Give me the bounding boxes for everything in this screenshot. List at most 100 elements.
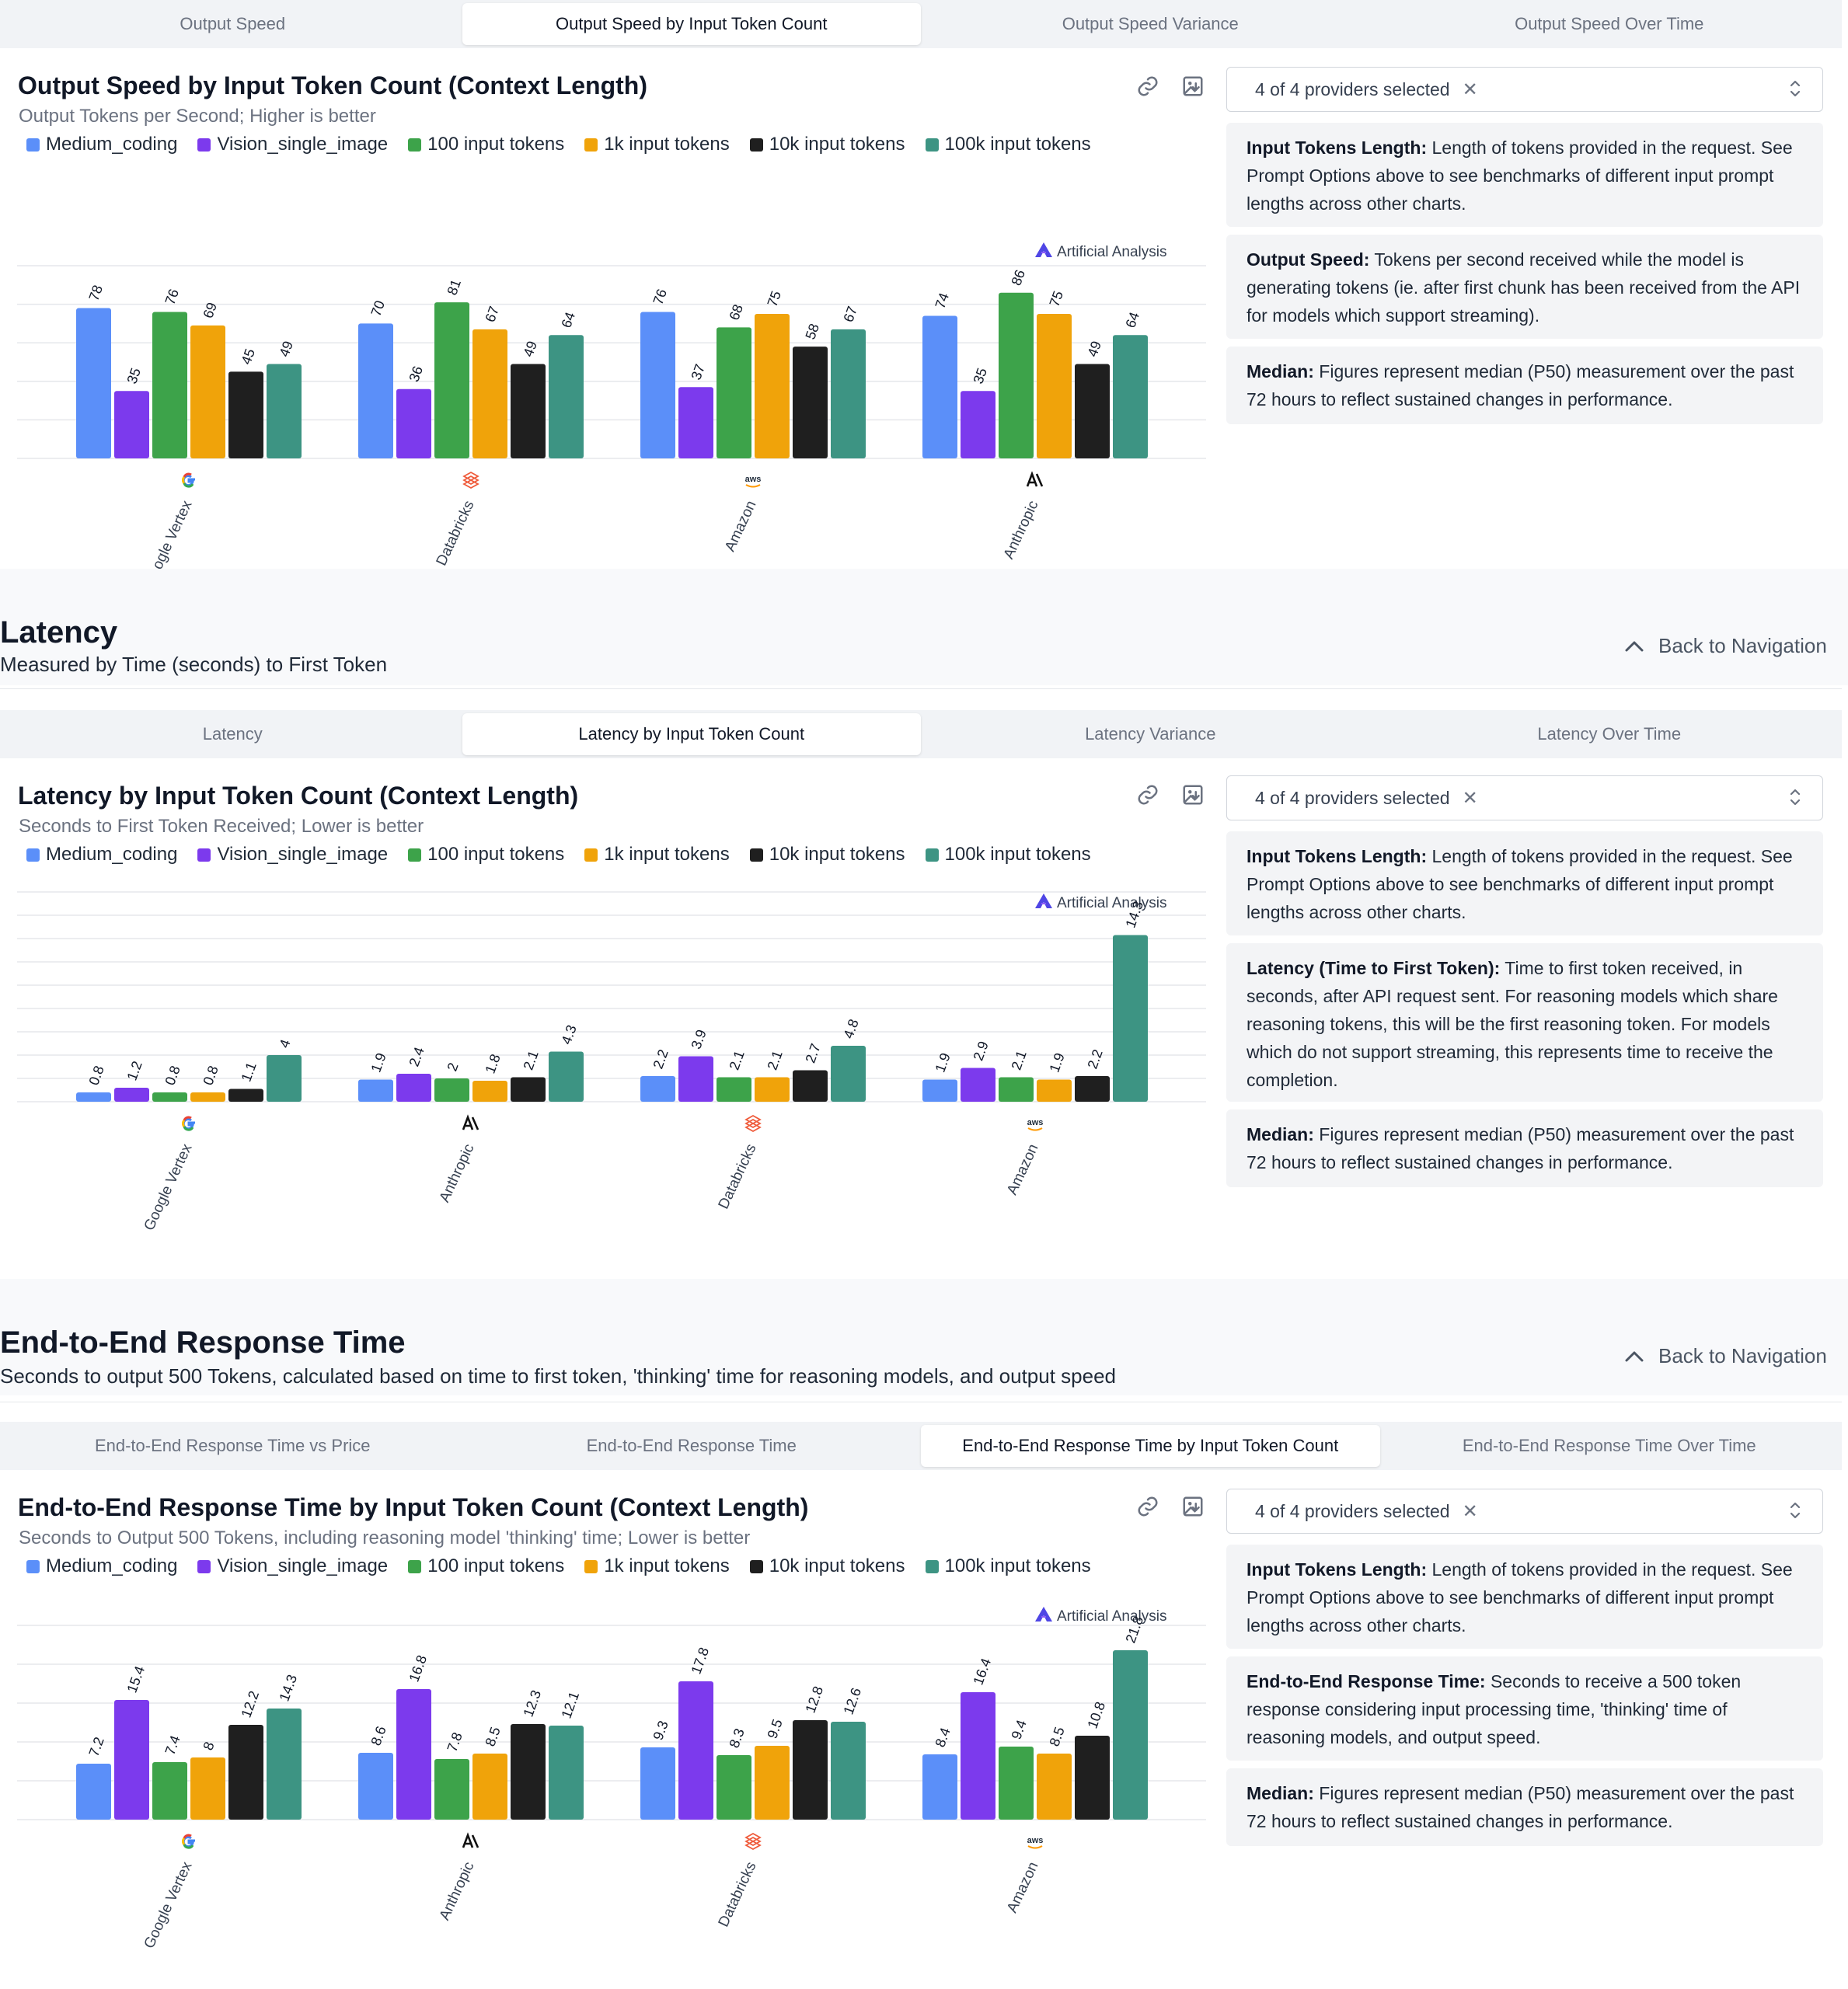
bar[interactable]: [76, 1092, 111, 1102]
bar[interactable]: [472, 329, 507, 458]
legend-item[interactable]: 100 input tokens: [408, 134, 564, 155]
bar[interactable]: [511, 1724, 546, 1820]
bar[interactable]: [793, 1720, 828, 1820]
bar[interactable]: [678, 1681, 713, 1820]
legend-item[interactable]: Vision_single_image: [197, 1555, 388, 1577]
bar[interactable]: [76, 308, 111, 458]
bar[interactable]: [434, 302, 469, 458]
bar[interactable]: [76, 1764, 111, 1820]
bar[interactable]: [1113, 335, 1148, 458]
legend-item[interactable]: 100 input tokens: [408, 1555, 564, 1577]
bar[interactable]: [831, 329, 866, 458]
legend-item[interactable]: 100k input tokens: [925, 1555, 1091, 1577]
tab-e2e-over-time[interactable]: End-to-End Response Time Over Time: [1462, 1436, 1756, 1455]
bar[interactable]: [922, 1754, 957, 1820]
bar[interactable]: [472, 1081, 507, 1102]
provider-select[interactable]: 4 of 4 providers selected ✕: [1226, 1489, 1823, 1534]
bar[interactable]: [717, 327, 751, 458]
legend-item[interactable]: 100k input tokens: [925, 134, 1091, 155]
bar[interactable]: [1113, 1650, 1148, 1820]
bar[interactable]: [549, 1726, 584, 1820]
bar[interactable]: [358, 1753, 393, 1820]
link-icon[interactable]: [1135, 73, 1161, 99]
bar[interactable]: [717, 1077, 751, 1102]
legend-item[interactable]: 1k input tokens: [584, 844, 730, 866]
legend-item[interactable]: Medium_coding: [26, 134, 177, 155]
bar[interactable]: [793, 347, 828, 458]
bar[interactable]: [190, 1092, 225, 1102]
bar[interactable]: [755, 314, 790, 458]
bar[interactable]: [396, 1074, 431, 1102]
legend-item[interactable]: Vision_single_image: [197, 134, 388, 155]
bar[interactable]: [152, 1092, 187, 1102]
provider-select[interactable]: 4 of 4 providers selected ✕: [1226, 67, 1823, 112]
bar[interactable]: [549, 1051, 584, 1102]
legend-item[interactable]: 100k input tokens: [925, 844, 1091, 866]
bar[interactable]: [267, 1055, 302, 1102]
bar[interactable]: [1037, 1754, 1072, 1820]
bar[interactable]: [755, 1746, 790, 1820]
tab-latency-variance[interactable]: Latency Variance: [1085, 724, 1216, 744]
bar[interactable]: [678, 387, 713, 458]
bar[interactable]: [358, 1079, 393, 1102]
tab-output-speed-variance[interactable]: Output Speed Variance: [1062, 14, 1239, 33]
bar[interactable]: [114, 391, 149, 458]
bar[interactable]: [228, 1089, 263, 1102]
image-download-icon[interactable]: [1180, 782, 1206, 808]
bar[interactable]: [114, 1700, 149, 1820]
bar[interactable]: [961, 1068, 995, 1102]
bar[interactable]: [961, 1692, 995, 1820]
bar[interactable]: [999, 292, 1034, 458]
bar[interactable]: [1075, 364, 1110, 458]
bar[interactable]: [549, 335, 584, 458]
legend-item[interactable]: 10k input tokens: [749, 1555, 905, 1577]
bar[interactable]: [793, 1070, 828, 1102]
legend-item[interactable]: 1k input tokens: [584, 134, 730, 155]
back-to-navigation-link[interactable]: Back to Navigation: [1624, 1344, 1827, 1368]
bar[interactable]: [640, 312, 675, 458]
bar[interactable]: [190, 325, 225, 458]
bar[interactable]: [678, 1056, 713, 1102]
bar[interactable]: [831, 1722, 866, 1820]
bar[interactable]: [152, 312, 187, 458]
bar[interactable]: [396, 1689, 431, 1820]
bar[interactable]: [922, 315, 957, 458]
legend-item[interactable]: Medium_coding: [26, 844, 177, 866]
link-icon[interactable]: [1135, 1493, 1161, 1520]
bar[interactable]: [472, 1754, 507, 1820]
bar[interactable]: [511, 1077, 546, 1102]
tab-e2e-by-input-token-count[interactable]: End-to-End Response Time by Input Token …: [921, 1425, 1380, 1467]
bar[interactable]: [1037, 314, 1072, 458]
bar[interactable]: [267, 1709, 302, 1820]
bar[interactable]: [640, 1747, 675, 1820]
tab-latency-by-input-token-count[interactable]: Latency by Input Token Count: [462, 713, 921, 755]
legend-item[interactable]: 1k input tokens: [584, 1555, 730, 1577]
provider-select[interactable]: 4 of 4 providers selected ✕: [1226, 775, 1823, 820]
tab-output-speed[interactable]: Output Speed: [180, 14, 286, 33]
tab-output-speed-over-time[interactable]: Output Speed Over Time: [1515, 14, 1704, 33]
bar[interactable]: [434, 1078, 469, 1102]
clear-selection-icon[interactable]: ✕: [1462, 1500, 1478, 1522]
bar[interactable]: [999, 1077, 1034, 1102]
bar[interactable]: [755, 1077, 790, 1102]
bar[interactable]: [1037, 1079, 1072, 1102]
image-download-icon[interactable]: [1180, 1493, 1206, 1520]
bar[interactable]: [1075, 1736, 1110, 1820]
bar[interactable]: [114, 1088, 149, 1102]
bar[interactable]: [152, 1762, 187, 1820]
bar[interactable]: [434, 1759, 469, 1820]
bar[interactable]: [190, 1757, 225, 1820]
tab-latency-over-time[interactable]: Latency Over Time: [1537, 724, 1682, 744]
tab-e2e-response-time[interactable]: End-to-End Response Time: [586, 1436, 797, 1455]
bar[interactable]: [511, 364, 546, 458]
back-to-navigation-link[interactable]: Back to Navigation: [1624, 634, 1827, 658]
bar[interactable]: [228, 1725, 263, 1820]
clear-selection-icon[interactable]: ✕: [1462, 787, 1478, 809]
bar[interactable]: [1113, 935, 1148, 1102]
legend-item[interactable]: Vision_single_image: [197, 844, 388, 866]
link-icon[interactable]: [1135, 782, 1161, 808]
legend-item[interactable]: 100 input tokens: [408, 844, 564, 866]
tab-e2e-vs-price[interactable]: End-to-End Response Time vs Price: [94, 1436, 371, 1455]
clear-selection-icon[interactable]: ✕: [1462, 78, 1478, 100]
tab-latency[interactable]: Latency: [202, 724, 263, 744]
